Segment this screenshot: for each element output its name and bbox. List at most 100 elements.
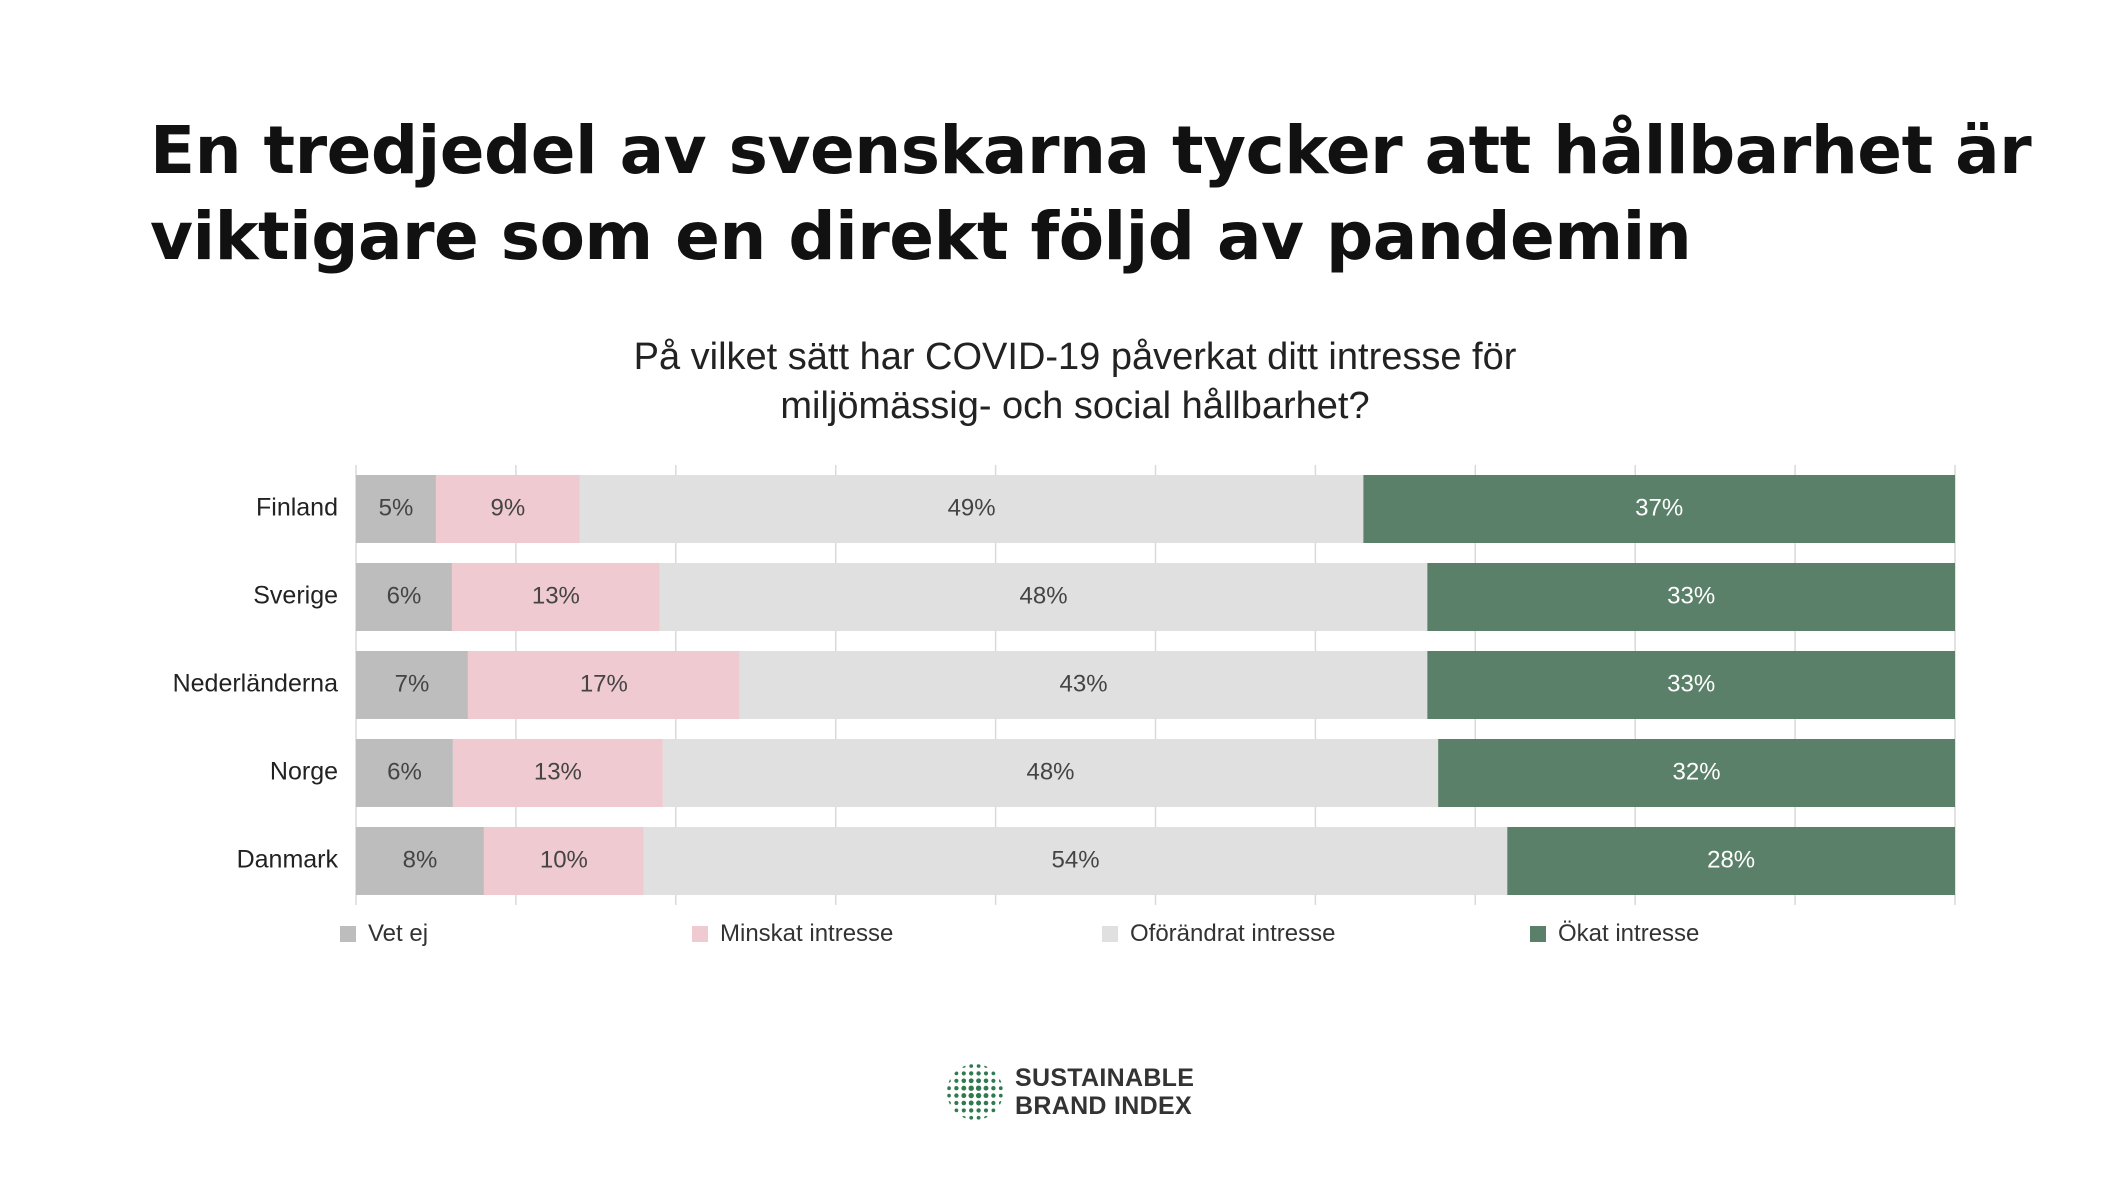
globe-dot: [991, 1071, 996, 1076]
globe-dot: [984, 1115, 988, 1120]
globe-dot: [961, 1100, 967, 1106]
globe-dot: [991, 1100, 996, 1106]
bar-segment: [1438, 739, 1955, 807]
bar-segment: [643, 827, 1508, 895]
globe-dot: [961, 1078, 967, 1084]
legend-item-vet-ej: Vet ej: [340, 920, 428, 948]
legend-swatch: [340, 926, 356, 942]
data-label: 32%: [1673, 758, 1721, 785]
data-label: 6%: [387, 758, 422, 785]
globe-dot: [976, 1064, 981, 1068]
legend-swatch: [1530, 926, 1546, 942]
legend-label: Ökat intresse: [1558, 920, 1700, 947]
globe-dot: [947, 1086, 951, 1091]
bar-segment: [1507, 827, 1955, 895]
title-line-2: viktigare som en direkt följd av pandemi…: [150, 198, 1692, 275]
globe-dot: [954, 1100, 959, 1106]
globe-dot: [976, 1115, 981, 1120]
bar-segment: [579, 475, 1364, 543]
data-label: 7%: [395, 670, 430, 697]
bar-segment: [1427, 563, 1955, 631]
data-label: 54%: [1052, 846, 1100, 873]
globe-dot: [975, 1092, 982, 1099]
globe-dot: [991, 1086, 996, 1091]
legend-swatch: [1102, 926, 1118, 942]
globe-dot: [961, 1093, 967, 1099]
bar-segment: [1427, 651, 1955, 719]
legend-item-okat-intresse: Ökat intresse: [1530, 920, 1699, 948]
bar-segment: [356, 827, 484, 895]
globe-dot: [961, 1064, 966, 1068]
globe-dot: [983, 1100, 989, 1106]
legend-label: Vet ej: [368, 920, 429, 947]
globe-dot: [947, 1101, 951, 1105]
bar-segment: [662, 739, 1439, 807]
legend-label: Minskat intresse: [720, 920, 894, 947]
globe-dot: [991, 1093, 996, 1098]
legend-item-oforandrat-intresse: Oförändrat intresse: [1102, 920, 1335, 948]
data-label: 49%: [948, 494, 996, 521]
data-label: 6%: [387, 582, 422, 609]
globe-icon: [947, 1064, 1003, 1120]
globe-dot: [976, 1078, 982, 1084]
data-label: 8%: [403, 846, 438, 873]
bar-segment: [483, 827, 644, 895]
data-label: 48%: [1026, 758, 1074, 785]
bar-segment: [467, 651, 740, 719]
globe-dot: [961, 1108, 966, 1113]
globe-dot: [969, 1108, 974, 1113]
bar-segment: [356, 475, 436, 543]
globe-dot: [998, 1101, 1003, 1105]
globe-dot: [998, 1093, 1003, 1098]
globe-dot: [991, 1078, 996, 1083]
globe-dot: [954, 1071, 959, 1076]
data-label: 9%: [491, 494, 526, 521]
chart-legend: Vet ej Minskat intresse Oförändrat intre…: [0, 920, 2120, 960]
data-label: 17%: [580, 670, 628, 697]
globe-dot: [961, 1085, 967, 1091]
globe-dot: [954, 1078, 959, 1083]
globe-dot: [954, 1093, 959, 1098]
globe-dot: [969, 1071, 974, 1076]
category-label: Nederländerna: [173, 670, 338, 698]
data-label: 33%: [1667, 582, 1715, 609]
bar-segment: [452, 739, 663, 807]
category-label: Danmark: [237, 846, 339, 874]
chart-title-line-2: miljömässig- och social hållbarhet?: [780, 385, 1370, 427]
data-label: 10%: [540, 846, 588, 873]
brand-name-line-2: BRAND INDEX: [1015, 1092, 1192, 1120]
globe-dot: [983, 1071, 989, 1076]
globe-dot: [947, 1078, 951, 1083]
legend-item-minskat-intresse: Minskat intresse: [692, 920, 893, 948]
brand-name: SUSTAINABLE BRAND INDEX: [1015, 1064, 1194, 1120]
data-label: 37%: [1635, 494, 1683, 521]
brand-name-line-1: SUSTAINABLE: [1015, 1064, 1195, 1092]
globe-dot: [954, 1108, 959, 1113]
bar-segment: [451, 563, 660, 631]
globe-dot: [968, 1092, 974, 1099]
title-line-1: En tredjedel av svenskarna tycker att hå…: [150, 112, 2032, 189]
globe-dot: [984, 1064, 988, 1068]
globe-dot: [968, 1100, 974, 1106]
category-label: Norge: [270, 758, 338, 786]
brand-logo: SUSTAINABLE BRAND INDEX: [945, 1060, 1194, 1124]
globe-dot: [947, 1093, 951, 1098]
legend-swatch: [692, 926, 708, 942]
data-label: 43%: [1060, 670, 1108, 697]
page-title: En tredjedel av svenskarna tycker att hå…: [150, 108, 2032, 280]
globe-dot: [954, 1086, 959, 1091]
globe-dot: [976, 1100, 982, 1106]
bar-segment: [1363, 475, 1955, 543]
globe-dot: [976, 1071, 981, 1076]
globe-dot: [968, 1078, 974, 1084]
bar-segment: [659, 563, 1428, 631]
data-label: 28%: [1707, 846, 1755, 873]
globe-dot: [983, 1093, 989, 1099]
globe-dot: [998, 1078, 1003, 1083]
bar-segment: [435, 475, 580, 543]
data-label: 13%: [534, 758, 582, 785]
globe-dot: [968, 1085, 974, 1091]
globe-dot: [961, 1115, 966, 1120]
globe-dot: [998, 1086, 1003, 1091]
